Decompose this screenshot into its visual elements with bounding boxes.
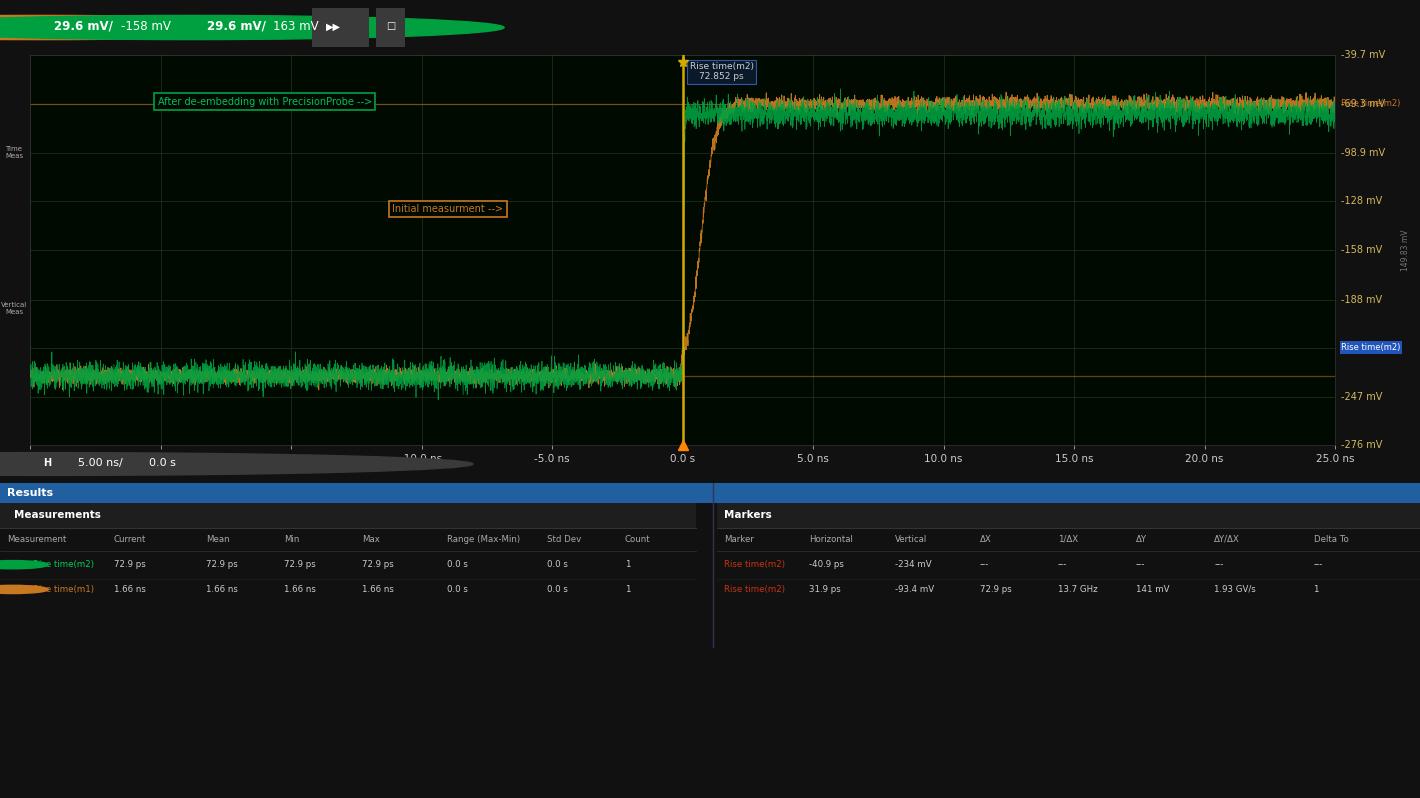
Text: Rise time(m1): Rise time(m1) bbox=[33, 585, 94, 594]
Text: 1.66 ns: 1.66 ns bbox=[284, 585, 315, 594]
Text: Mean: Mean bbox=[206, 535, 230, 543]
Text: 141 mV: 141 mV bbox=[1136, 585, 1170, 594]
Text: ---: --- bbox=[980, 560, 990, 569]
Text: □: □ bbox=[386, 22, 395, 31]
Text: Vertical
Meas: Vertical Meas bbox=[1, 302, 27, 315]
Text: H: H bbox=[43, 458, 51, 468]
Text: ΔX: ΔX bbox=[980, 535, 991, 543]
Text: ▶▶: ▶▶ bbox=[327, 22, 341, 31]
Text: 1/ΔX: 1/ΔX bbox=[1058, 535, 1078, 543]
Text: Delta To: Delta To bbox=[1314, 535, 1348, 543]
Text: -98.9 mV: -98.9 mV bbox=[1342, 148, 1386, 158]
Text: Current: Current bbox=[114, 535, 146, 543]
Text: Marker: Marker bbox=[724, 535, 754, 543]
Text: ---: --- bbox=[1214, 560, 1224, 569]
Text: -188 mV: -188 mV bbox=[1342, 294, 1383, 305]
Text: Count: Count bbox=[625, 535, 650, 543]
Text: 163 mV: 163 mV bbox=[273, 20, 318, 33]
Text: 149.83 mV: 149.83 mV bbox=[1402, 229, 1410, 271]
Text: Rise time(m2): Rise time(m2) bbox=[1342, 343, 1400, 352]
Bar bbox=[376, 8, 405, 47]
Text: Std Dev: Std Dev bbox=[547, 535, 581, 543]
Text: Rise time(m2): Rise time(m2) bbox=[724, 560, 785, 569]
Text: -39.7 mV: -39.7 mV bbox=[1342, 50, 1386, 60]
Text: ---: --- bbox=[1058, 560, 1068, 569]
Text: Initial measurment -->: Initial measurment --> bbox=[392, 204, 503, 214]
Text: Rise time(m2)
72.852 ps: Rise time(m2) 72.852 ps bbox=[690, 62, 754, 81]
Text: 72.9 ps: 72.9 ps bbox=[284, 560, 315, 569]
Circle shape bbox=[0, 15, 504, 40]
Text: Measurement: Measurement bbox=[7, 535, 67, 543]
Text: Rise time(m2): Rise time(m2) bbox=[1342, 100, 1400, 109]
Text: 0.0 s: 0.0 s bbox=[447, 585, 469, 594]
Text: Markers: Markers bbox=[724, 510, 772, 520]
Bar bbox=[717, 503, 1420, 648]
Text: 13.7 GHz: 13.7 GHz bbox=[1058, 585, 1098, 594]
Bar bbox=[0, 483, 1420, 503]
Text: ---: --- bbox=[1314, 560, 1323, 569]
Text: -158 mV: -158 mV bbox=[1342, 245, 1383, 255]
Text: 72.9 ps: 72.9 ps bbox=[980, 585, 1011, 594]
Text: Rise time(m2): Rise time(m2) bbox=[33, 560, 94, 569]
Text: 1.66 ns: 1.66 ns bbox=[206, 585, 237, 594]
Bar bbox=[0, 503, 696, 527]
Bar bbox=[312, 8, 369, 47]
Text: 1: 1 bbox=[1314, 585, 1319, 594]
Text: Measurements: Measurements bbox=[14, 510, 101, 520]
Text: ΔY: ΔY bbox=[1136, 535, 1147, 543]
Text: 31.9 ps: 31.9 ps bbox=[809, 585, 841, 594]
Text: Results: Results bbox=[7, 488, 53, 498]
Circle shape bbox=[0, 560, 48, 569]
Text: 0.0 s: 0.0 s bbox=[547, 560, 568, 569]
Text: 29.6 mV/: 29.6 mV/ bbox=[207, 20, 266, 33]
Text: Time
Meas: Time Meas bbox=[4, 146, 23, 159]
Circle shape bbox=[0, 15, 352, 40]
Text: -247 mV: -247 mV bbox=[1342, 392, 1383, 402]
Text: -234 mV: -234 mV bbox=[895, 560, 932, 569]
Text: Horizontal: Horizontal bbox=[809, 535, 853, 543]
Bar bbox=[717, 503, 1420, 527]
Text: 72.9 ps: 72.9 ps bbox=[362, 560, 393, 569]
Text: Min: Min bbox=[284, 535, 300, 543]
Text: -158 mV: -158 mV bbox=[121, 20, 170, 33]
Text: 72.9 ps: 72.9 ps bbox=[114, 560, 145, 569]
Text: ΔY/ΔX: ΔY/ΔX bbox=[1214, 535, 1240, 543]
Text: 0.0 s: 0.0 s bbox=[149, 458, 176, 468]
Text: 72.9 ps: 72.9 ps bbox=[206, 560, 237, 569]
Text: -128 mV: -128 mV bbox=[1342, 196, 1383, 206]
Text: 1: 1 bbox=[625, 585, 630, 594]
Circle shape bbox=[0, 585, 48, 594]
Text: Rise time(m2): Rise time(m2) bbox=[724, 585, 785, 594]
Text: -93.4 mV: -93.4 mV bbox=[895, 585, 934, 594]
Text: 1: 1 bbox=[625, 560, 630, 569]
Text: Range (Max-Min): Range (Max-Min) bbox=[447, 535, 520, 543]
Text: 5.00 ns/: 5.00 ns/ bbox=[78, 458, 124, 468]
Text: -217 mV: -217 mV bbox=[1342, 342, 1383, 353]
Text: ---: --- bbox=[1136, 560, 1146, 569]
Text: Vertical: Vertical bbox=[895, 535, 927, 543]
Circle shape bbox=[0, 452, 473, 476]
Text: After de-embedding with PrecisionProbe -->: After de-embedding with PrecisionProbe -… bbox=[158, 97, 372, 107]
Text: 1.93 GV/s: 1.93 GV/s bbox=[1214, 585, 1255, 594]
Text: 0.0 s: 0.0 s bbox=[547, 585, 568, 594]
Text: 1.66 ns: 1.66 ns bbox=[362, 585, 393, 594]
Text: 1.66 ns: 1.66 ns bbox=[114, 585, 145, 594]
Text: -276 mV: -276 mV bbox=[1342, 440, 1383, 450]
Text: 29.6 mV/: 29.6 mV/ bbox=[54, 20, 112, 33]
Text: -40.9 ps: -40.9 ps bbox=[809, 560, 845, 569]
Bar bbox=[0, 503, 696, 648]
Text: Max: Max bbox=[362, 535, 381, 543]
Text: -69.3 mV: -69.3 mV bbox=[1342, 99, 1386, 109]
Text: 0.0 s: 0.0 s bbox=[447, 560, 469, 569]
